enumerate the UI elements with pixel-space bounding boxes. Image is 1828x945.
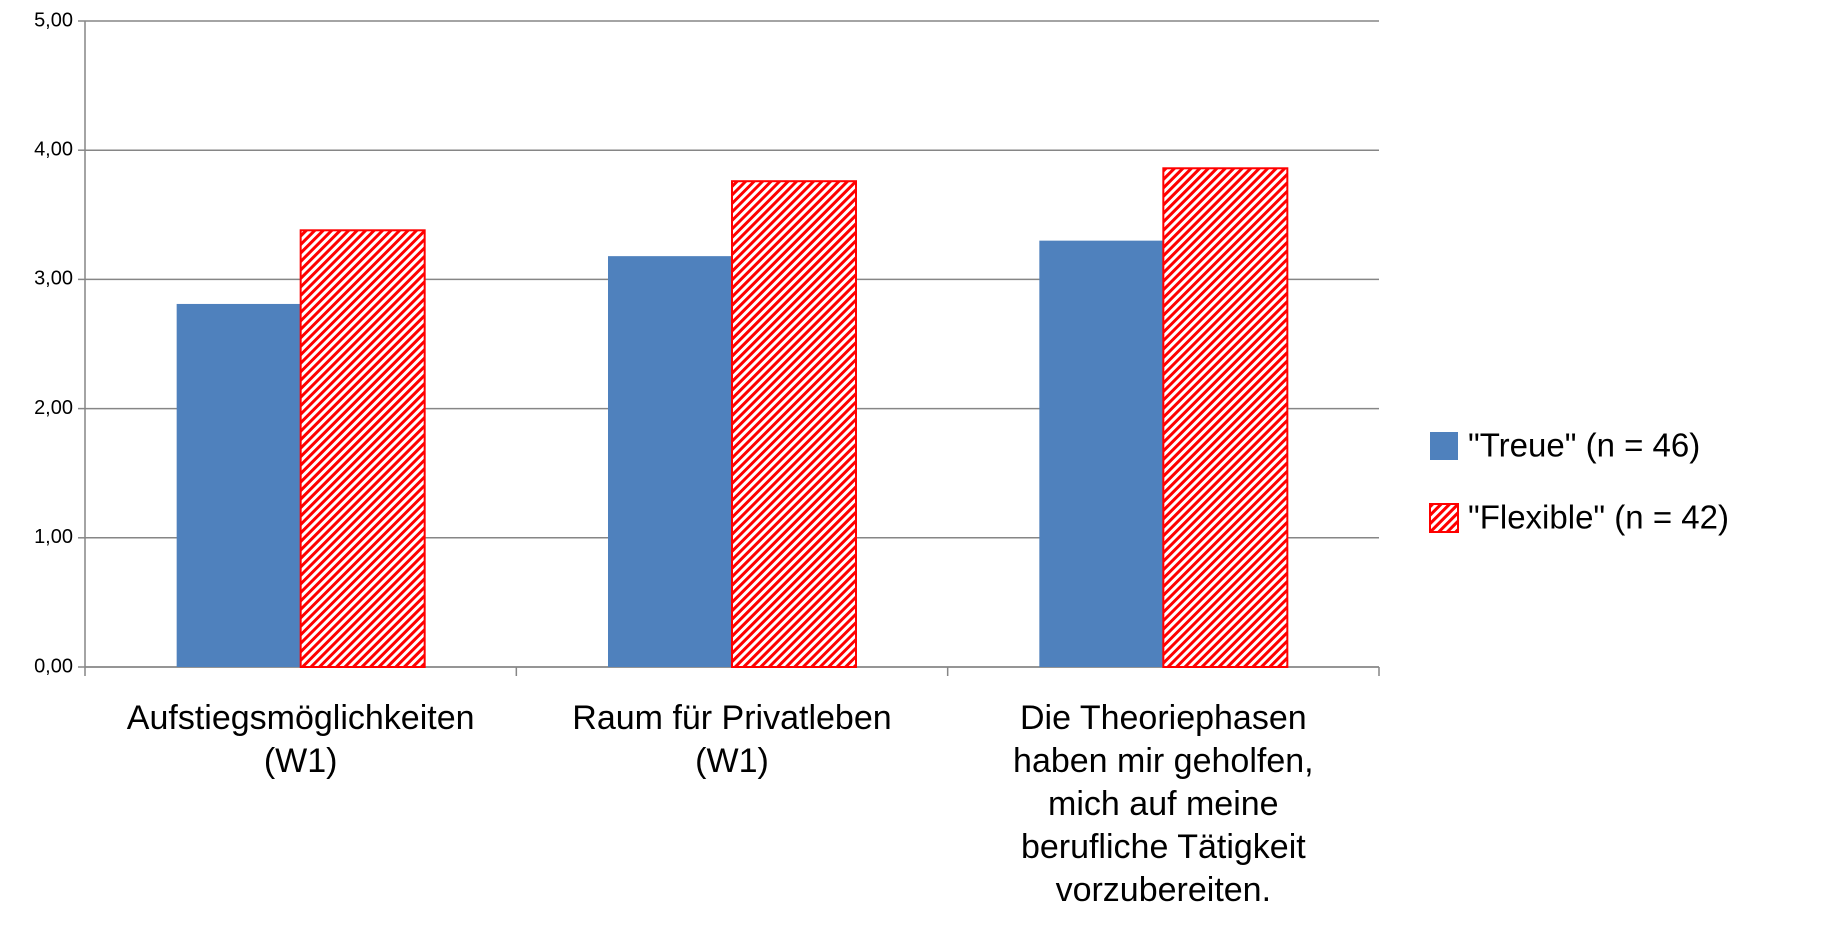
bar (1162, 167, 1289, 668)
bar (608, 256, 732, 667)
legend-swatch (1429, 503, 1459, 533)
y-tick-label: 5,00 (34, 9, 73, 31)
y-tick-label: 3,00 (34, 268, 73, 290)
bar (176, 303, 301, 667)
x-tick-label: Aufstiegsmöglichkeiten (W1) (126, 699, 475, 780)
y-tick-label: 0,00 (34, 655, 73, 677)
x-tick-label: Die Theoriephasen haben mir geholfen, mi… (1013, 699, 1314, 909)
legend-label: "Flexible" (n = 42) (1468, 499, 1729, 536)
y-tick-label: 4,00 (34, 138, 73, 160)
legend-label: "Treue" (n = 46) (1468, 427, 1700, 464)
x-tick-label: Raum für Privatleben (W1) (572, 699, 892, 780)
bar (731, 180, 857, 668)
bar (1039, 240, 1164, 667)
bar (299, 229, 426, 669)
y-tick-label: 1,00 (34, 526, 73, 548)
y-tick-label: 2,00 (34, 397, 73, 419)
legend-swatch (1430, 432, 1458, 460)
